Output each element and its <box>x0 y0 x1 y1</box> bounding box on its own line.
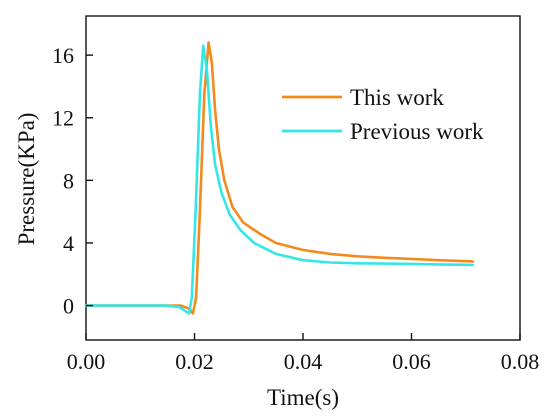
y-tick-label: 8 <box>63 168 74 193</box>
x-tick-label: 0.04 <box>284 349 323 374</box>
x-axis-ticks: 0.00 0.02 0.04 0.06 0.08 <box>67 333 540 374</box>
y-tick-label: 16 <box>52 43 74 68</box>
legend: This work Previous work <box>282 85 484 144</box>
series-layer <box>84 41 475 315</box>
legend-label: Previous work <box>350 119 484 144</box>
x-tick-label: 0.08 <box>501 349 540 374</box>
legend-label: This work <box>350 85 444 110</box>
plot-area <box>84 15 521 341</box>
plot-frame <box>85 15 521 341</box>
y-tick-label: 4 <box>63 231 74 256</box>
x-axis-title: Time(s) <box>267 385 339 410</box>
y-axis-ticks: 0 4 8 12 16 <box>52 43 93 319</box>
x-tick-label: 0.00 <box>67 349 106 374</box>
y-axis-title: Pressure(KPa) <box>14 113 39 246</box>
series-line-this-work <box>84 41 475 315</box>
x-tick-label: 0.06 <box>392 349 431 374</box>
series-line-previous-work <box>84 44 475 315</box>
x-tick-label: 0.02 <box>175 349 214 374</box>
y-tick-label: 0 <box>63 294 74 319</box>
y-tick-label: 12 <box>52 106 74 131</box>
